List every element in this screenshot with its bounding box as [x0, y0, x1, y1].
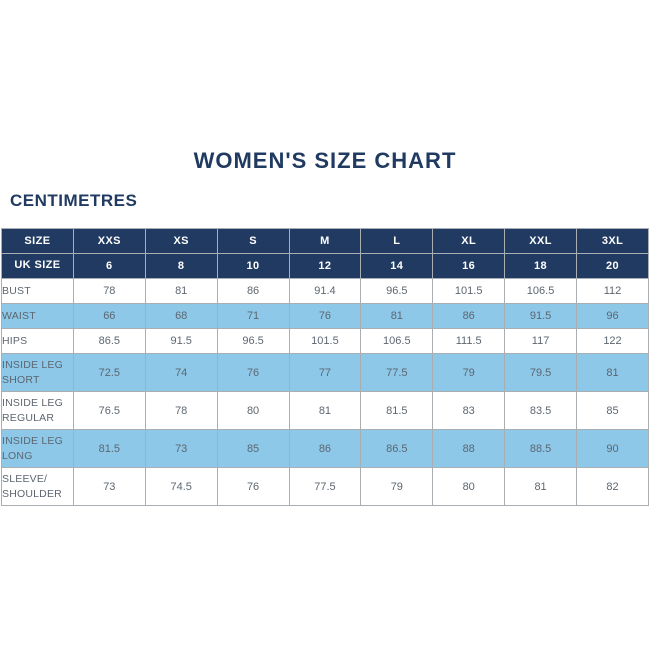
- table-cell: 88: [432, 429, 506, 468]
- table-cell: 101.5: [432, 278, 506, 304]
- table-cell: 78: [72, 278, 146, 304]
- table-cell: 85: [576, 391, 649, 430]
- table-cell: 86.5: [72, 328, 146, 354]
- table-cell: 81: [360, 303, 434, 329]
- table-cell: 88.5: [504, 429, 577, 468]
- row-label: INSIDE LEG REGULAR: [1, 391, 74, 430]
- table-cell: 72.5: [72, 353, 146, 392]
- table-cell: 91.5: [504, 303, 577, 329]
- table-cell: 8: [144, 253, 218, 279]
- column-header: XS: [144, 228, 218, 254]
- table-cell: 101.5: [288, 328, 362, 354]
- table-cell: 117: [504, 328, 577, 354]
- table-cell: 81: [504, 467, 577, 506]
- table-cell: 112: [576, 278, 649, 304]
- table-cell: 71: [216, 303, 290, 329]
- page-title: WOMEN'S SIZE CHART: [193, 148, 457, 173]
- table-cell: 10: [216, 253, 290, 279]
- table-cell: 96.5: [360, 278, 434, 304]
- table-cell: 91.5: [144, 328, 218, 354]
- table-cell: 96.5: [216, 328, 290, 354]
- table-cell: 78: [144, 391, 218, 430]
- row-label: INSIDE LEG SHORT: [1, 353, 74, 392]
- column-header: 3XL: [576, 228, 649, 254]
- row-label: INSIDE LEG LONG: [1, 429, 74, 468]
- table-cell: 79.5: [504, 353, 577, 392]
- table-row: BUST 78 81 86 91.4 96.5 101.5 106.5 112: [1, 278, 649, 304]
- table-cell: 74: [144, 353, 218, 392]
- table-cell: 20: [576, 253, 649, 279]
- table-cell: 12: [288, 253, 362, 279]
- table-row: INSIDE LEG REGULAR 76.5 78 80 81 81.5 83 83.5 85: [1, 391, 649, 430]
- table-cell: 66: [72, 303, 146, 329]
- table-cell: 86: [288, 429, 362, 468]
- table-cell: 73: [144, 429, 218, 468]
- table-cell: 73: [72, 467, 146, 506]
- table-cell: 79: [432, 353, 506, 392]
- table-row: INSIDE LEG LONG 81.5 73 85 86 86.5 88 88.5 90: [1, 429, 649, 468]
- table-cell: 81.5: [360, 391, 434, 430]
- unit-label: CENTIMETRES: [10, 191, 138, 210]
- table-row: SLEEVE/ SHOULDER 73 74.5 76 77.5 79 80 81 82: [1, 467, 649, 506]
- table-cell: 76: [216, 467, 290, 506]
- table-cell: 106.5: [360, 328, 434, 354]
- table-row: INSIDE LEG SHORT 72.5 74 76 77 77.5 79 79.5 81: [1, 353, 649, 392]
- table-cell: 76.5: [72, 391, 146, 430]
- table-row: HIPS 86.5 91.5 96.5 101.5 106.5 111.5 117 122: [1, 328, 649, 354]
- table-cell: 6: [72, 253, 146, 279]
- table-cell: 86: [216, 278, 290, 304]
- header-row: SIZE XXS XS S M L XL XXL 3XL: [1, 228, 649, 254]
- table-cell: 83.5: [504, 391, 577, 430]
- table-cell: 80: [216, 391, 290, 430]
- table-cell: 74.5: [144, 467, 218, 506]
- column-header: S: [216, 228, 290, 254]
- table-cell: 76: [216, 353, 290, 392]
- table-cell: 80: [432, 467, 506, 506]
- table-cell: 91.4: [288, 278, 362, 304]
- table-row: WAIST 66 68 71 76 81 86 91.5 96: [1, 303, 649, 329]
- size-column-header: SIZE: [1, 228, 74, 254]
- table-cell: 122: [576, 328, 649, 354]
- table-header: SIZE XXS XS S M L XL XXL 3XL: [1, 228, 649, 254]
- table-cell: 82: [576, 467, 649, 506]
- column-header: M: [288, 228, 362, 254]
- table-cell: 90: [576, 429, 649, 468]
- table-cell: 16: [432, 253, 506, 279]
- row-label: UK SIZE: [1, 253, 74, 279]
- column-header: L: [360, 228, 434, 254]
- table-cell: 106.5: [504, 278, 577, 304]
- table-cell: 77: [288, 353, 362, 392]
- table-cell: 81.5: [72, 429, 146, 468]
- size-chart-table: SIZE XXS XS S M L XL XXL 3XL UK SIZE 6 8 10 12 14 16 18…: [1, 228, 649, 506]
- row-label: SLEEVE/ SHOULDER: [1, 467, 74, 506]
- table-cell: 85: [216, 429, 290, 468]
- table-cell: 86: [432, 303, 506, 329]
- row-label: HIPS: [1, 328, 74, 354]
- table-cell: 14: [360, 253, 434, 279]
- table-cell: 96: [576, 303, 649, 329]
- column-header: XL: [432, 228, 506, 254]
- table-cell: 111.5: [432, 328, 506, 354]
- table-cell: 77.5: [288, 467, 362, 506]
- row-label: BUST: [1, 278, 74, 304]
- table-cell: 68: [144, 303, 218, 329]
- table-cell: 18: [504, 253, 577, 279]
- table-cell: 81: [144, 278, 218, 304]
- column-header: XXL: [504, 228, 577, 254]
- table-cell: 81: [576, 353, 649, 392]
- table-cell: 76: [288, 303, 362, 329]
- table-cell: 83: [432, 391, 506, 430]
- table-cell: 79: [360, 467, 434, 506]
- table-cell: 81: [288, 391, 362, 430]
- table-row: UK SIZE 6 8 10 12 14 16 18 20: [1, 253, 649, 279]
- row-label: WAIST: [1, 303, 74, 329]
- table-cell: 77.5: [360, 353, 434, 392]
- column-header: XXS: [72, 228, 146, 254]
- table-body: UK SIZE 6 8 10 12 14 16 18 20 BUST 78 81 86 91.4 96.5 1…: [1, 253, 649, 506]
- table-cell: 86.5: [360, 429, 434, 468]
